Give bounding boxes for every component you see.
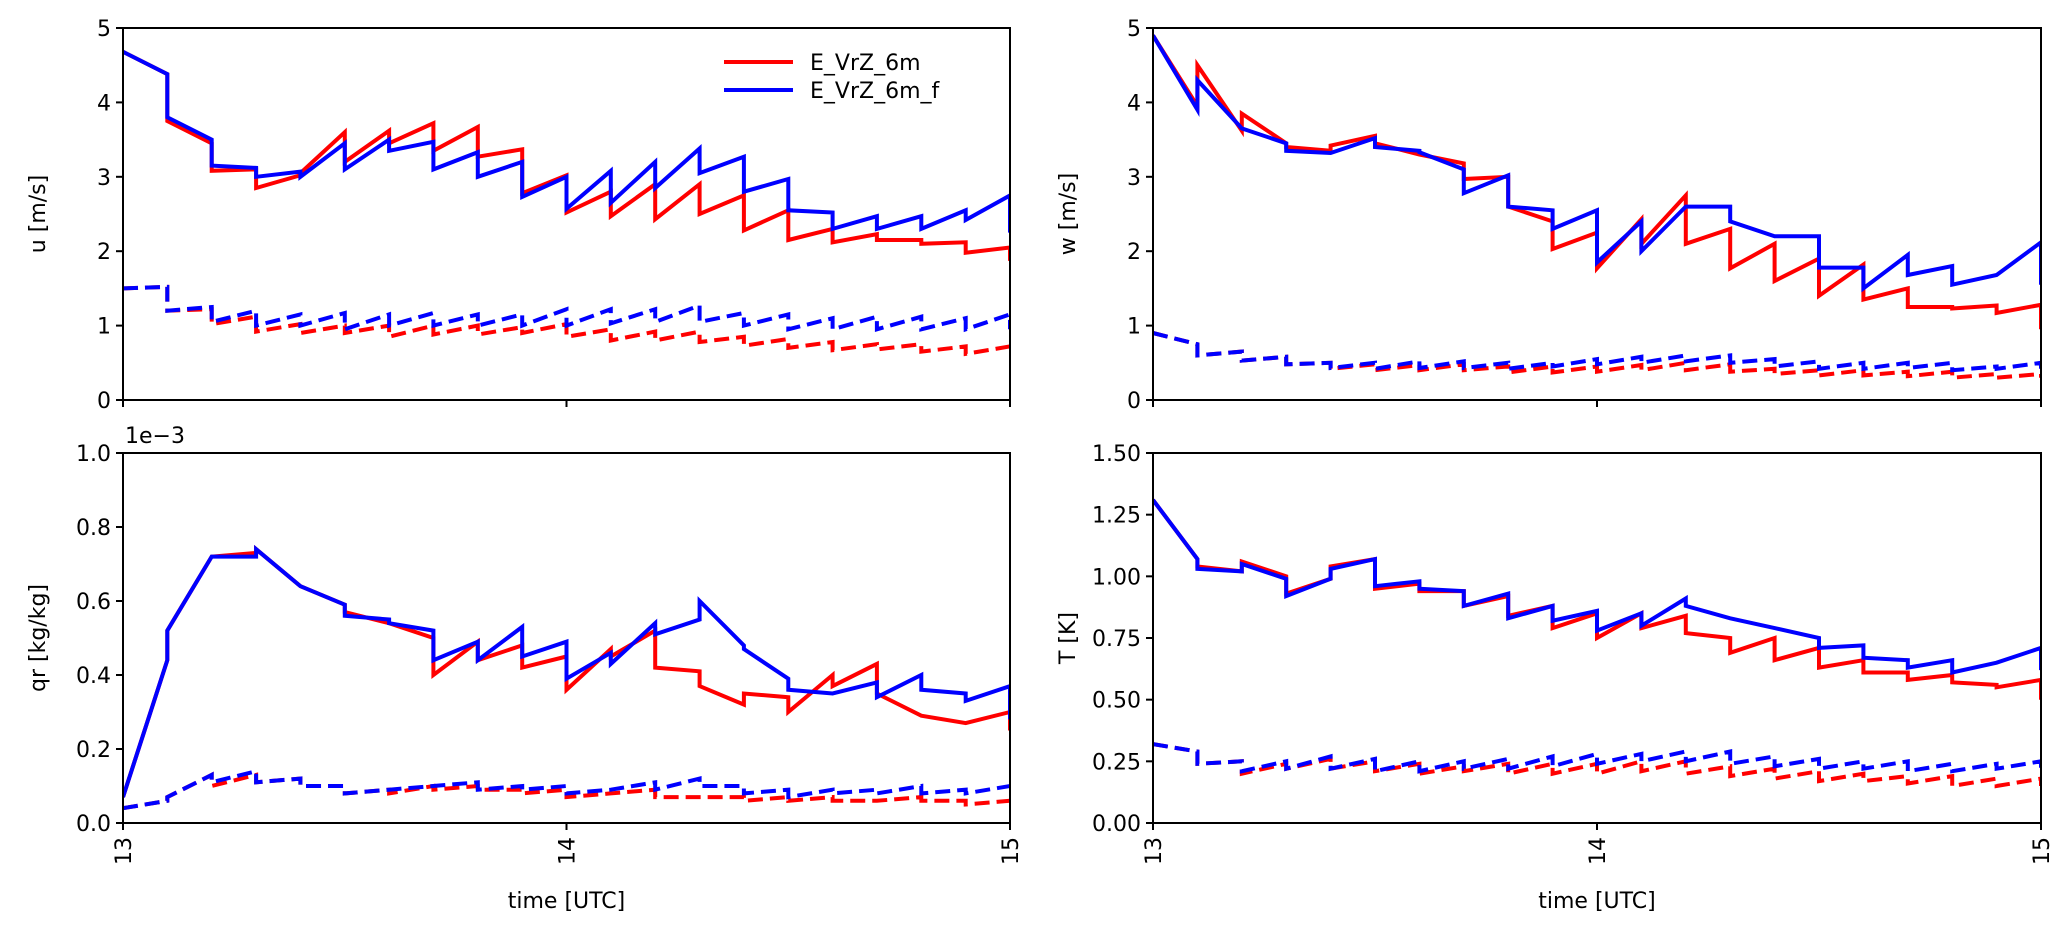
series-line-E_VrZ_6m_f-dashed bbox=[123, 284, 1010, 333]
y-tick-label: 0 bbox=[1127, 389, 1141, 414]
axes-frame bbox=[122, 452, 1011, 824]
series-group bbox=[123, 50, 1010, 357]
y-tick-label: 1.25 bbox=[1092, 504, 1141, 529]
y-tick-label: 0.6 bbox=[76, 590, 111, 615]
legend: E_VrZ_6m E_VrZ_6m_f bbox=[724, 51, 940, 104]
panel-top-right: 0 1 2 3 4 5 w [m/s] bbox=[1056, 17, 2042, 414]
y-tick-label: 1.0 bbox=[76, 442, 111, 467]
y-tick-label: 0.2 bbox=[76, 738, 111, 763]
y-tick-label: 2 bbox=[97, 240, 111, 265]
y-tick-label: 0.25 bbox=[1092, 750, 1141, 775]
legend-label: E_VrZ_6m_f bbox=[810, 79, 940, 104]
series-group bbox=[1153, 34, 2041, 380]
y-tick-label: 1 bbox=[1127, 315, 1141, 340]
y-tick-label: 0.50 bbox=[1092, 689, 1141, 714]
series-line-E_VrZ_6m_f-dashed bbox=[1153, 331, 2041, 373]
series-group bbox=[123, 544, 1010, 811]
y-tick-label: 3 bbox=[1127, 166, 1141, 191]
series-line-E_VrZ_6m-solid bbox=[123, 50, 1010, 261]
series-line-E_VrZ_6m-dashed bbox=[123, 284, 1010, 357]
y-tick-label: 0.0 bbox=[76, 812, 111, 837]
y-tick-label: 5 bbox=[97, 17, 111, 42]
y-tick-label: 4 bbox=[97, 91, 111, 116]
y-axis-label: T [K] bbox=[1056, 612, 1081, 665]
series-line-E_VrZ_6m_f-solid bbox=[123, 544, 1010, 798]
offset-label: 1e−3 bbox=[125, 424, 185, 449]
series-line-E_VrZ_6m_f-dashed bbox=[1153, 742, 2041, 774]
y-axis-label: w [m/s] bbox=[1056, 173, 1081, 255]
y-axis-label: qr [kg/kg] bbox=[26, 584, 51, 692]
series-group bbox=[1153, 498, 2041, 789]
y-tick-label: 3 bbox=[97, 166, 111, 191]
legend-label: E_VrZ_6m bbox=[810, 51, 921, 76]
y-tick-label: 1.50 bbox=[1092, 442, 1141, 467]
series-line-E_VrZ_6m-solid bbox=[1153, 498, 2041, 700]
y-tick-label: 1.00 bbox=[1092, 565, 1141, 590]
y-tick-label: 2 bbox=[1127, 240, 1141, 265]
y-axis-label: u [m/s] bbox=[26, 175, 51, 253]
series-line-E_VrZ_6m_f-dashed bbox=[123, 768, 1010, 811]
series-line-E_VrZ_6m-dashed bbox=[1153, 331, 2041, 380]
x-tick-label: 13 bbox=[1142, 837, 1167, 865]
x-tick-label: 14 bbox=[556, 837, 581, 865]
y-tick-label: 4 bbox=[1127, 91, 1141, 116]
series-line-E_VrZ_6m_f-solid bbox=[1153, 34, 2041, 293]
y-tick-label: 0.8 bbox=[76, 516, 111, 541]
y-tick-label: 0.00 bbox=[1092, 812, 1141, 837]
series-line-E_VrZ_6m-solid bbox=[1153, 34, 2041, 330]
series-line-E_VrZ_6m_f-solid bbox=[1153, 498, 2041, 675]
x-tick-label: 13 bbox=[112, 837, 137, 865]
x-tick-label: 14 bbox=[1586, 837, 1611, 865]
y-tick-label: 0.75 bbox=[1092, 627, 1141, 652]
x-axis-label: time [UTC] bbox=[508, 889, 625, 914]
x-axis-label: time [UTC] bbox=[1538, 889, 1655, 914]
y-tick-label: 0.4 bbox=[76, 664, 111, 689]
panel-top-left: 0 1 2 3 4 5 u [m/s] bbox=[26, 17, 1011, 414]
y-tick-label: 1 bbox=[97, 315, 111, 340]
x-tick-label: 15 bbox=[2030, 837, 2055, 865]
panel-bottom-right: 0.00 0.25 0.50 0.75 1.00 1.25 1.50 13 14 15 T [K] t… bbox=[1056, 442, 2055, 914]
y-tick-label: 5 bbox=[1127, 17, 1141, 42]
y-tick-label: 0 bbox=[97, 389, 111, 414]
series-line-E_VrZ_6m_f-solid bbox=[123, 50, 1010, 233]
x-tick-label: 15 bbox=[999, 837, 1024, 865]
panel-bottom-left: 0.0 0.2 0.4 0.6 0.8 1.0 13 14 15 qr [kg/kg] time [… bbox=[26, 424, 1024, 914]
